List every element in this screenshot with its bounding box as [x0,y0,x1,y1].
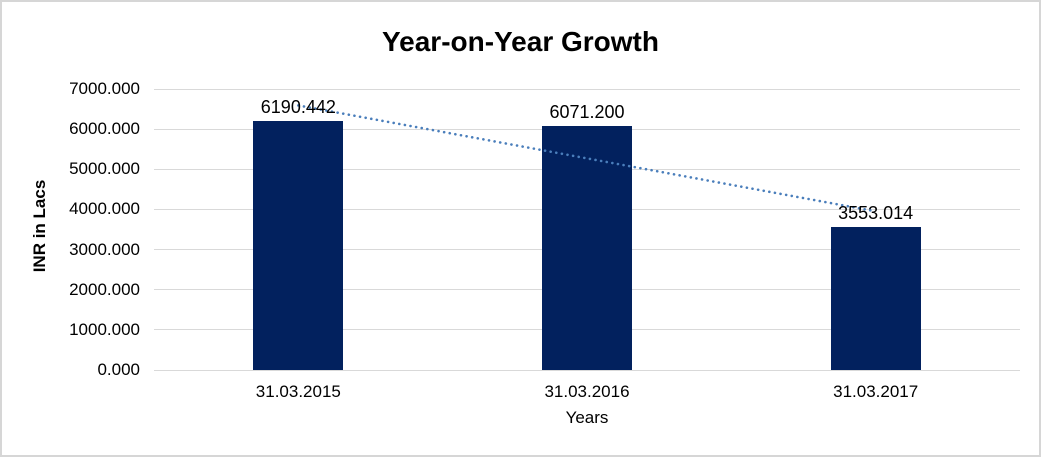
bar [542,126,632,370]
bar-data-label: 3553.014 [838,203,914,224]
x-tick-label: 31.03.2016 [544,382,630,401]
chart-title: Year-on-Year Growth [382,26,659,57]
bar [253,121,344,370]
y-tick-label: 2000.000 [69,279,140,299]
x-axis-title: Years [565,408,609,427]
y-tick-label: 7000.000 [69,79,140,98]
y-tick-label: 0.000 [97,360,140,379]
y-tick-label: 6000.000 [69,119,140,139]
y-tick-label: 1000.000 [69,319,140,339]
gridline [154,88,1020,90]
y-tick-label: 4000.000 [69,199,140,219]
x-tick-label: 31.03.2017 [833,382,919,401]
gridline [154,369,1020,371]
y-tick-label: 5000.000 [69,159,140,179]
x-tick-label: 31.03.2015 [255,382,341,401]
bar [830,227,921,370]
y-tick-label: 3000.000 [69,239,140,259]
bar-data-label: 6190.442 [260,97,336,118]
bar-data-label: 6071.200 [549,102,625,123]
